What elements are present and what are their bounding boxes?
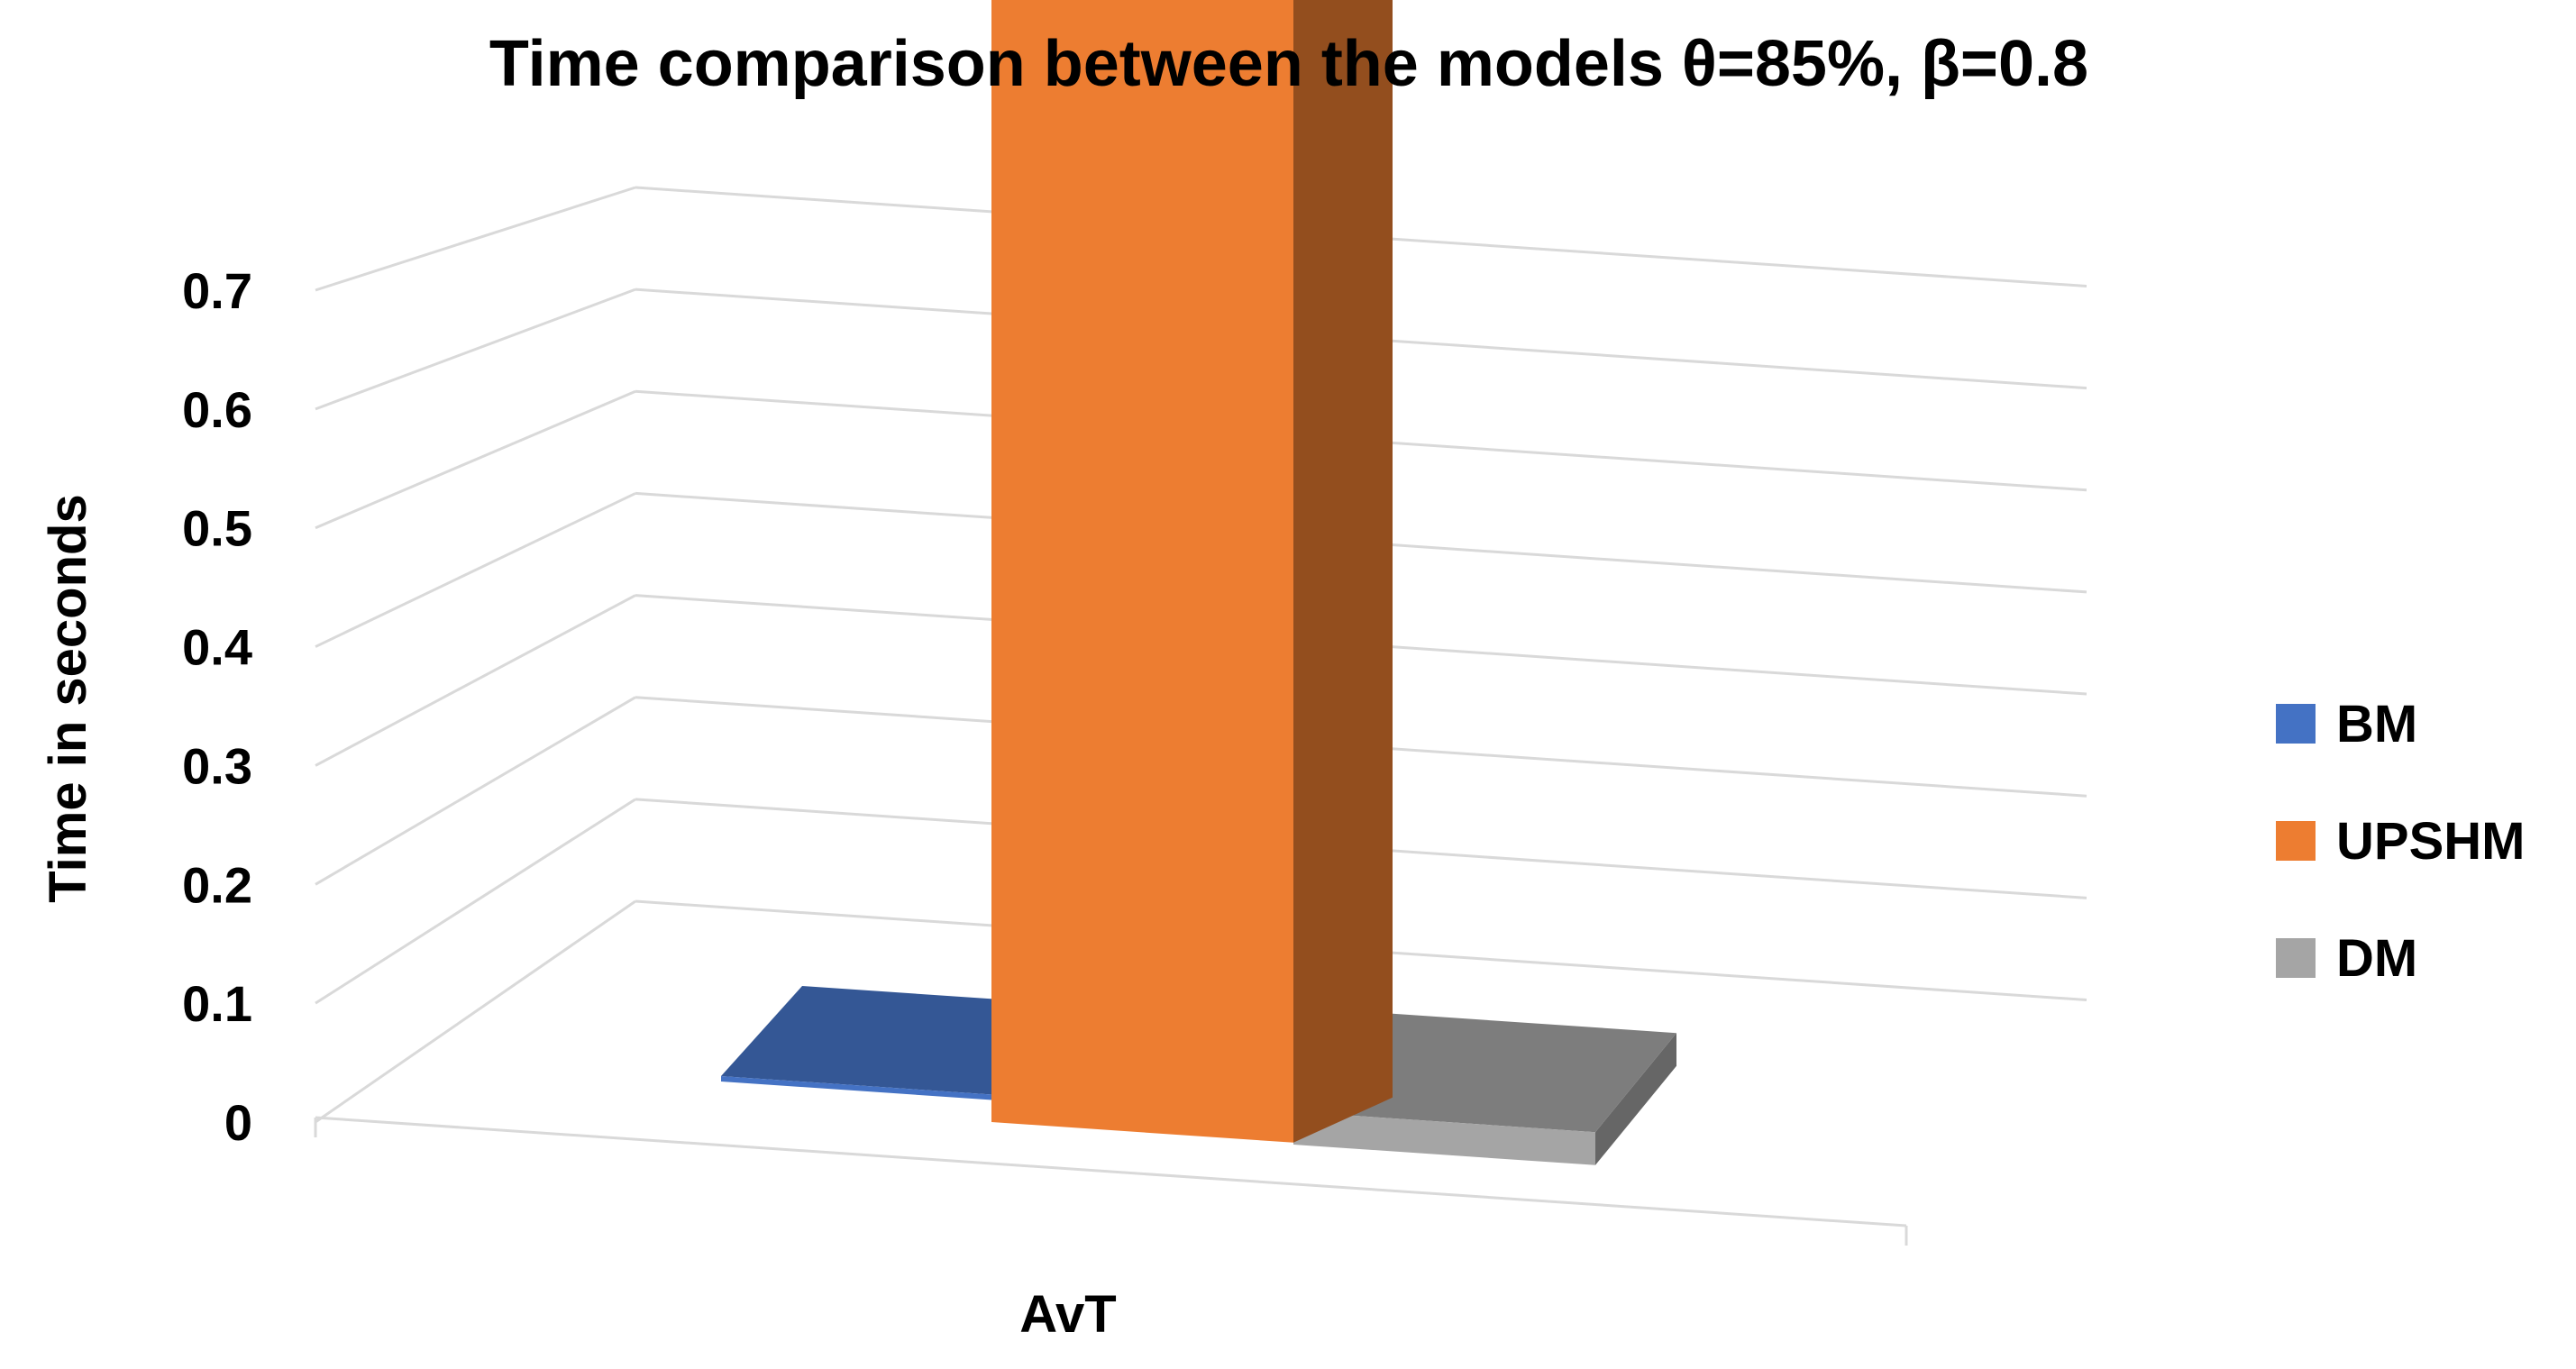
- y-axis-label: Time in seconds: [39, 494, 97, 902]
- bar-front-face: [991, 0, 1293, 1143]
- bar-upshm: [991, 0, 1393, 1143]
- gridline-side: [315, 186, 636, 292]
- gridline-side: [315, 287, 636, 411]
- legend-label: BM: [2336, 695, 2417, 753]
- gridline-side: [315, 696, 636, 886]
- bar-front-face: [721, 1076, 1000, 1101]
- legend-item-dm: DM: [2276, 929, 2417, 988]
- y-tick-label: 0.7: [182, 262, 252, 319]
- legend-item-bm: BM: [2276, 695, 2417, 753]
- gridline-side: [315, 389, 636, 530]
- y-tick-label: 0.4: [182, 619, 252, 676]
- legend-swatch: [2276, 704, 2316, 744]
- legend-item-upshm: UPSHM: [2276, 812, 2525, 871]
- y-tick-label: 0.2: [182, 856, 252, 913]
- bar-side-face: [1293, 0, 1393, 1143]
- gridline-side: [315, 798, 636, 1005]
- y-tick-label: 0.5: [182, 500, 252, 557]
- gridline-side: [315, 899, 636, 1124]
- x-category-label: AvT: [1019, 1285, 1116, 1344]
- y-tick-labels: 0 0.1 0.2 0.3 0.4 0.5 0.6 0.7: [182, 262, 252, 1151]
- legend-label: UPSHM: [2336, 812, 2525, 871]
- gridline-side: [315, 492, 636, 648]
- chart-title: Time comparison between the models θ=85%…: [489, 28, 2088, 100]
- floor: [314, 1116, 1908, 1246]
- bar-side-face: [1595, 1033, 1676, 1165]
- y-tick-label: 0.6: [182, 381, 252, 438]
- legend: BM UPSHM DM: [2276, 695, 2525, 988]
- y-tick-label: 0: [224, 1094, 252, 1151]
- floor-front-edge: [315, 1116, 1907, 1228]
- bars: [721, 0, 1676, 1165]
- y-tick-label: 0.3: [182, 737, 252, 794]
- legend-swatch: [2276, 821, 2316, 861]
- gridline-side: [315, 594, 636, 767]
- bar-front-face: [1293, 1111, 1595, 1165]
- legend-label: DM: [2336, 929, 2417, 988]
- y-tick-label: 0.1: [182, 975, 252, 1032]
- legend-swatch: [2276, 938, 2316, 978]
